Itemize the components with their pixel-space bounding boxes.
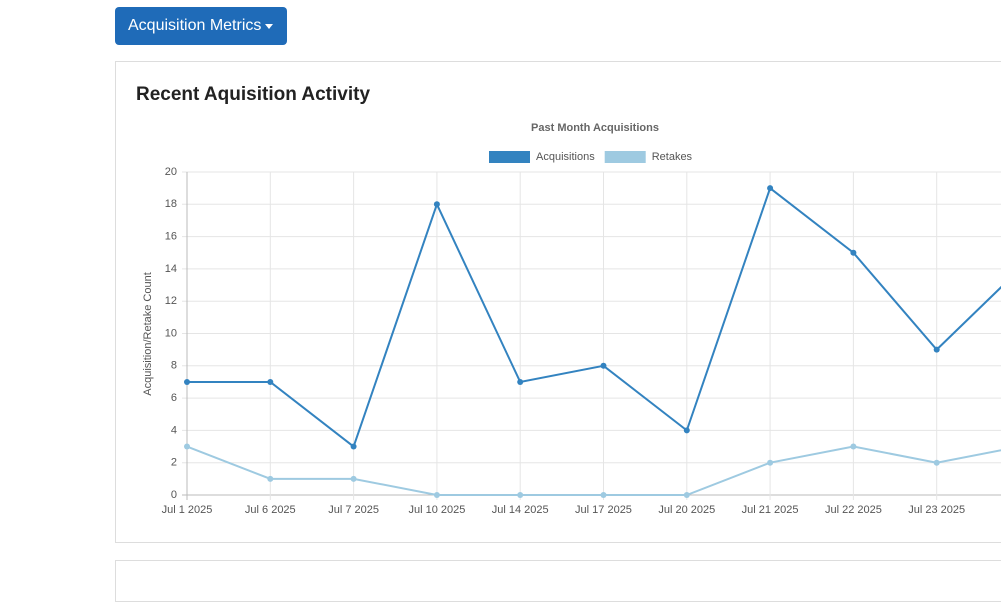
data-point: [850, 443, 857, 450]
x-tick-label: Jul 20 2025: [658, 504, 715, 516]
data-point: [433, 492, 440, 498]
y-tick-label: 8: [171, 360, 177, 372]
data-point: [184, 378, 190, 385]
legend-label: Acquisitions: [536, 151, 595, 163]
y-tick-label: 14: [165, 263, 177, 275]
data-line: [187, 186, 1001, 449]
y-tick-label: 6: [171, 392, 177, 404]
data-point: [517, 492, 524, 498]
data-point: [350, 443, 357, 450]
x-tick-label: Jul 6 2025: [245, 504, 296, 516]
x-tick-label: Jul 23 2025: [908, 504, 965, 516]
card-title: Recent Aquisition Activity: [136, 84, 371, 105]
data-point: [350, 475, 357, 482]
card: Recent Aquisition Activity: [115, 61, 1001, 543]
data-point: [683, 427, 690, 434]
data-point: [267, 475, 274, 482]
x-tick-label: Jul 7 2025: [328, 504, 379, 516]
y-tick-label: 0: [171, 489, 177, 501]
y-tick-label: 20: [165, 166, 177, 178]
x-tick-label: Jul 1 2025: [162, 504, 213, 516]
page: Acquisition Metrics Recent Aquisition Ac…: [115, 7, 1001, 602]
data-point: [267, 378, 274, 385]
data-point: [600, 362, 607, 369]
chart-title: Past Month Acquisitions: [531, 122, 659, 134]
y-tick-label: 16: [165, 231, 177, 243]
x-tick-label: Jul 10 2025: [408, 504, 465, 516]
data-point: [767, 185, 774, 192]
y-tick-label: 10: [165, 327, 177, 339]
x-tick-label: Jul 21 2025: [742, 504, 799, 516]
x-tick-label: Jul 17 2025: [575, 504, 632, 516]
y-tick-label: 2: [171, 457, 177, 469]
legend-swatch: [604, 151, 646, 163]
y-tick-label: 18: [165, 198, 177, 210]
data-point: [184, 443, 190, 450]
y-tick-label: 4: [171, 424, 177, 436]
data-line: [186, 445, 1001, 496]
data-point: [600, 492, 607, 498]
x-tick-label: Jul 14 2025: [492, 504, 549, 516]
y-tick-label: 12: [165, 295, 177, 307]
data-point: [517, 378, 524, 385]
data-point: [433, 201, 440, 208]
data-point: [933, 459, 940, 466]
dropdown-button[interactable]: Acquisition Metrics: [115, 7, 287, 45]
data-point: [850, 249, 857, 256]
legend-swatch: [489, 151, 530, 163]
legend-label: Retakes: [652, 151, 693, 163]
data-point: [683, 492, 690, 498]
data-point: [933, 346, 940, 353]
caret[interactable]: [265, 23, 274, 29]
button-label[interactable]: Acquisition Metrics: [128, 17, 262, 34]
y-axis-label: Acquisition/Retake Count: [142, 272, 154, 396]
x-tick-label: Jul 22 2025: [825, 504, 882, 516]
chart: Past Month Acquisitions Acquisition/Reta…: [142, 122, 1001, 516]
data-point: [767, 459, 774, 466]
